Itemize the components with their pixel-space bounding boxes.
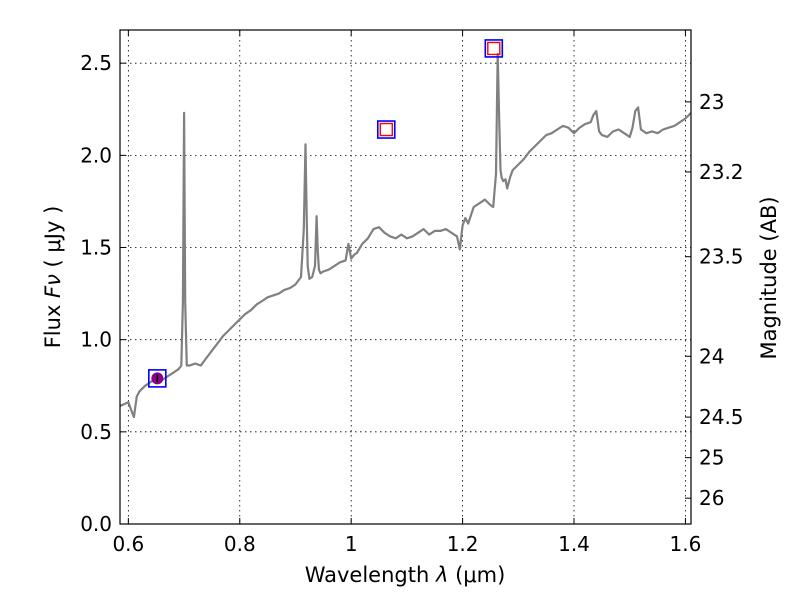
x-tick-label: 1.2 bbox=[447, 532, 479, 556]
x-tick-label: 1.6 bbox=[670, 532, 702, 556]
y-tick-label: 1.5 bbox=[80, 236, 112, 260]
x-tick-label: 0.8 bbox=[224, 532, 256, 556]
y-tick-label: 2.5 bbox=[80, 51, 112, 75]
spectrum-line bbox=[120, 52, 691, 419]
grid bbox=[120, 30, 691, 525]
model-point bbox=[379, 122, 393, 137]
y-tick-label: 0.5 bbox=[80, 420, 112, 444]
y2-tick-label: 23 bbox=[699, 90, 724, 114]
y-axis-label: Flux Fν ( μJy ) bbox=[41, 206, 65, 349]
plot-frame bbox=[119, 29, 692, 525]
y2-tick-label: 23.5 bbox=[699, 245, 744, 269]
y2-tick-label: 25 bbox=[699, 446, 724, 470]
photometry-box bbox=[376, 120, 396, 139]
y-tick-label: 0.0 bbox=[80, 512, 112, 536]
y2-tick-label: 23.2 bbox=[699, 160, 744, 184]
axis-ticks: 0.6 0.8 1 1.2 1.4 1.6 0.0 0.5 1.0 1.5 2.0 2.5 23 23.2… bbox=[80, 30, 744, 556]
y2-tick-label: 24.5 bbox=[699, 405, 744, 429]
plot-area bbox=[120, 39, 691, 419]
y2-tick-label: 26 bbox=[699, 486, 724, 510]
x-axis-label: Wavelength λ (μm) bbox=[305, 563, 506, 587]
y2-tick-label: 24 bbox=[699, 344, 724, 368]
x-tick-label: 0.6 bbox=[112, 532, 144, 556]
x-tick-label: 1.4 bbox=[558, 532, 590, 556]
y-tick-label: 1.0 bbox=[80, 328, 112, 352]
y-tick-label: 2.0 bbox=[80, 143, 112, 167]
photometry-box bbox=[148, 369, 167, 388]
x-tick-label: 1 bbox=[345, 532, 358, 556]
model-point bbox=[487, 41, 501, 56]
photometry-box bbox=[484, 39, 504, 58]
y2-axis-label: Magnitude (AB) bbox=[757, 196, 781, 359]
